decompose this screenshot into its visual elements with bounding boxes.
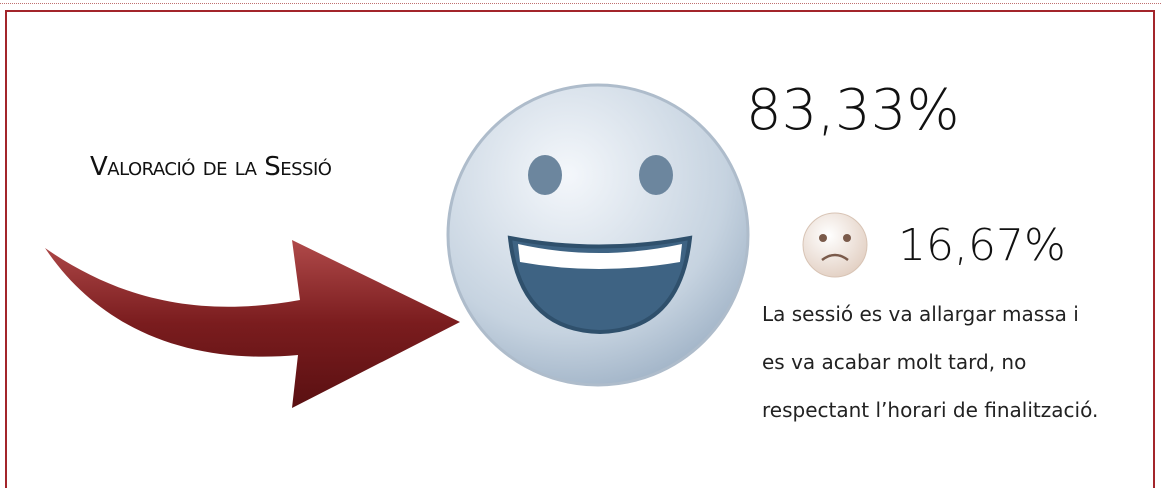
positive-percent: 83,33%	[746, 78, 960, 143]
negative-percent: 16,67%	[898, 220, 1066, 271]
title: Valoració de la Sessió	[90, 138, 340, 196]
sad-face	[803, 213, 867, 277]
comment: La sessió es va allargar massa i es va a…	[762, 290, 1102, 434]
happy-face	[448, 85, 748, 385]
arrow	[45, 240, 460, 408]
page: Valoració de la Sessió 83,33% 16,67% La …	[0, 0, 1161, 493]
